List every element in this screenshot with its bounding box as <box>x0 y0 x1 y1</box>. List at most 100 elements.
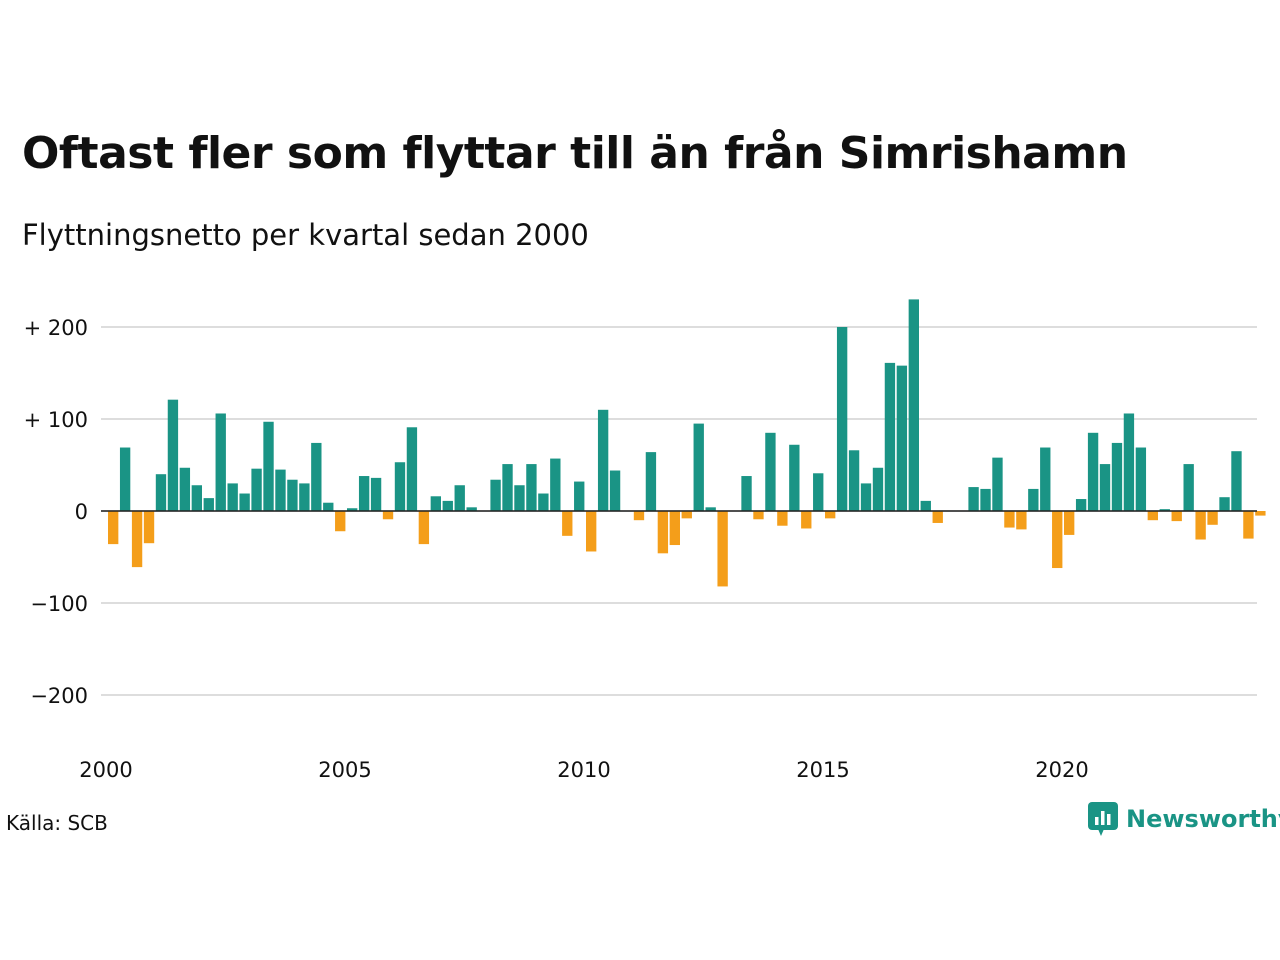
bar <box>203 498 214 511</box>
bar <box>741 476 752 511</box>
bar <box>860 483 872 511</box>
newsworthy-logo[interactable]: Newsworthy <box>1088 802 1280 836</box>
bar <box>872 467 884 511</box>
x-tick-label: 2020 <box>1035 758 1088 782</box>
bar <box>1231 451 1242 511</box>
bar <box>406 427 418 511</box>
bar <box>681 511 692 519</box>
bar <box>633 511 645 521</box>
bar <box>1016 511 1027 530</box>
bar <box>191 485 202 511</box>
bar <box>347 508 358 511</box>
bar <box>717 511 728 587</box>
bar <box>466 507 477 511</box>
bar <box>597 409 609 511</box>
bar <box>514 485 525 511</box>
bar <box>275 469 286 511</box>
bar <box>705 507 716 511</box>
bar <box>1255 511 1266 516</box>
x-tick-label: 2015 <box>796 758 849 782</box>
bar <box>323 502 334 511</box>
bar <box>131 511 143 568</box>
bar <box>550 458 561 511</box>
bar-chart: + 200 + 100 0 −100 −200 2000 2005 2010 2015 2020 <box>24 299 1266 782</box>
bar <box>801 511 812 529</box>
bar <box>143 511 155 544</box>
bar <box>1028 488 1039 511</box>
bar <box>418 511 430 545</box>
bar <box>884 362 896 511</box>
bar <box>777 511 788 526</box>
chart-title: Oftast fler som flyttar till än från Sim… <box>22 128 1128 179</box>
bar <box>215 413 226 511</box>
bar <box>968 487 979 511</box>
y-tick-label: + 200 <box>24 316 88 340</box>
y-tick-label: −100 <box>30 592 88 616</box>
bar <box>1052 511 1063 569</box>
x-tick-label: 2005 <box>318 758 371 782</box>
bar <box>382 511 394 520</box>
bar <box>789 444 800 511</box>
bar <box>669 511 680 546</box>
bar <box>920 500 931 511</box>
bar <box>586 511 597 552</box>
bar <box>108 511 119 545</box>
logo-text: Newsworthy <box>1126 805 1280 833</box>
bar <box>454 485 465 511</box>
bar <box>430 496 441 511</box>
bar <box>825 511 836 519</box>
bar <box>645 452 657 511</box>
chart-subtitle: Flyttningsnetto per kvartal sedan 2000 <box>22 218 589 252</box>
source-label: Källa: SCB <box>6 811 108 835</box>
bar <box>1087 432 1099 511</box>
bar <box>335 511 346 532</box>
bar <box>167 399 179 511</box>
bar <box>1159 509 1170 511</box>
y-tick-label: + 100 <box>24 408 88 432</box>
y-tick-label: 0 <box>75 500 88 524</box>
bar <box>490 479 501 511</box>
y-tick-label: −200 <box>30 684 88 708</box>
x-tick-label: 2010 <box>557 758 610 782</box>
bar <box>1183 464 1194 511</box>
bar <box>693 423 704 511</box>
bar <box>1171 511 1182 522</box>
bar <box>1147 511 1158 521</box>
bar <box>358 476 370 511</box>
bar <box>836 327 848 511</box>
bar <box>526 464 537 511</box>
bar <box>179 467 191 511</box>
bar <box>538 493 549 511</box>
bar <box>394 462 406 511</box>
bar <box>263 421 274 511</box>
bar <box>1219 497 1230 511</box>
bar <box>848 450 860 511</box>
bar <box>980 488 991 511</box>
x-tick-label: 2000 <box>79 758 132 782</box>
bar <box>287 479 298 511</box>
bar <box>1040 447 1051 511</box>
bar <box>155 474 167 511</box>
bar <box>502 464 513 511</box>
bar <box>1207 511 1218 525</box>
bar <box>908 299 919 511</box>
bar <box>609 470 621 511</box>
bar <box>227 483 238 511</box>
bar <box>992 457 1003 511</box>
bar <box>1004 511 1015 528</box>
bar <box>1099 464 1111 511</box>
bar <box>1135 447 1147 511</box>
bar <box>311 442 322 511</box>
bar <box>813 473 824 511</box>
bar <box>932 511 943 523</box>
bar <box>1123 413 1135 511</box>
bar <box>1195 511 1206 540</box>
bar <box>753 511 764 520</box>
newsworthy-chart-icon <box>1088 802 1118 836</box>
bar <box>1243 511 1254 539</box>
bar <box>299 483 310 511</box>
bar <box>765 432 776 511</box>
bar <box>251 468 262 511</box>
bar <box>1075 499 1087 511</box>
bar <box>442 500 453 511</box>
